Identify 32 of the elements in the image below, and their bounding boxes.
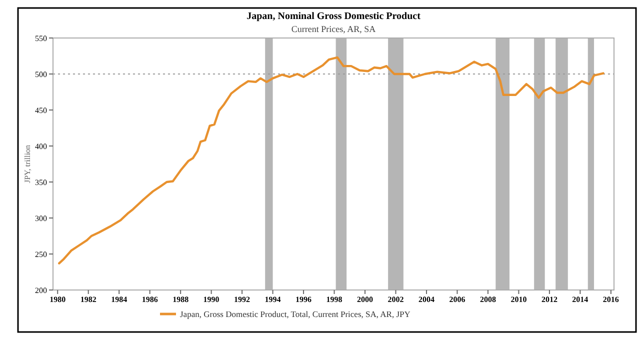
chart-subtitle: Current Prices, AR, SA (291, 24, 376, 34)
y-tick-label: 200 (35, 286, 47, 295)
y-tick-label: 350 (35, 178, 47, 187)
x-tick-label: 2010 (510, 295, 527, 304)
x-tick-label: 2004 (418, 295, 434, 304)
y-tick-label: 550 (35, 34, 47, 43)
x-tick-label: 2014 (572, 295, 588, 304)
x-tick-label: 1992 (234, 295, 250, 304)
x-tick-label: 1988 (172, 295, 189, 304)
x-tick-label: 2000 (357, 295, 374, 304)
x-tick-label: 2016 (602, 295, 619, 304)
x-tick-label: 1996 (296, 295, 312, 304)
x-tick-label: 2002 (388, 295, 404, 304)
x-tick-label: 1982 (80, 295, 96, 304)
x-tick-label: 1990 (203, 295, 220, 304)
y-axis-title: JPY, trillion (23, 144, 32, 184)
y-tick-label: 300 (35, 214, 47, 223)
y-tick-label: 400 (35, 142, 47, 151)
x-tick-label: 2012 (541, 295, 558, 304)
x-tick-label: 1994 (264, 295, 281, 304)
x-tick-label: 1980 (50, 295, 66, 304)
chart-title: Japan, Nominal Gross Domestic Product (246, 11, 422, 22)
y-tick-label: 250 (35, 250, 47, 259)
x-tick-label: 1986 (142, 295, 158, 304)
x-tick-label: 1998 (326, 295, 342, 304)
x-tick-label: 1984 (111, 295, 128, 304)
y-tick-label: 500 (35, 70, 47, 79)
y-tick-label: 450 (35, 106, 47, 115)
x-tick-label: 2006 (449, 295, 466, 304)
legend-label: Japan, Gross Domestic Product, Total, Current Prices, SA, AR, JPY (180, 308, 410, 319)
x-tick-label: 2008 (480, 295, 496, 304)
line-series (58, 56, 604, 264)
